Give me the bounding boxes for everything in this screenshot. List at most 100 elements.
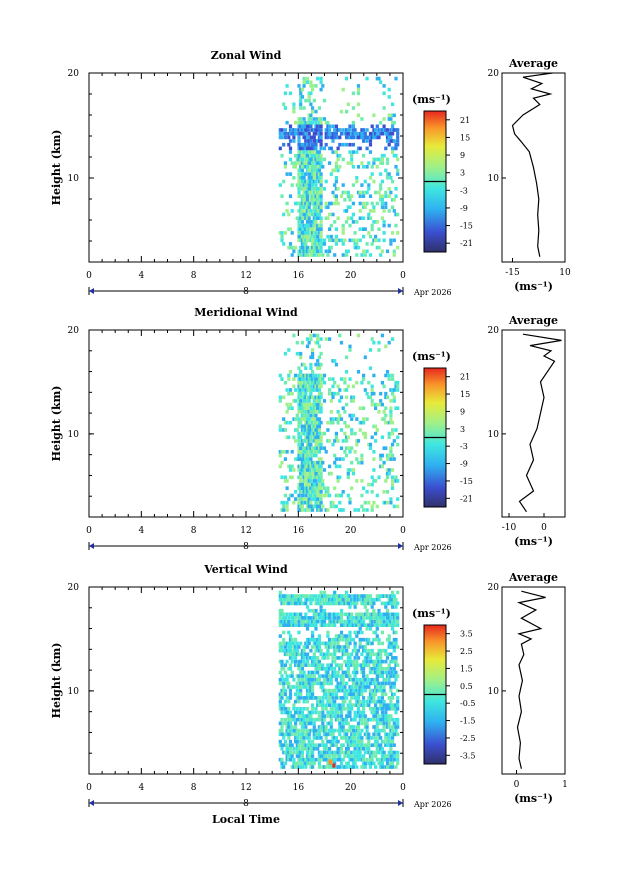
data-cell (355, 728, 359, 733)
data-cell (316, 198, 320, 202)
data-cell (372, 131, 376, 136)
data-cell (384, 710, 388, 715)
data-cell (309, 117, 313, 121)
data-cell (305, 508, 310, 512)
data-cell (341, 757, 345, 762)
data-cell (350, 765, 354, 769)
data-cell (385, 612, 390, 617)
data-cell (304, 98, 308, 103)
data-cell (317, 131, 321, 136)
data-cell (380, 216, 384, 220)
data-cell (312, 504, 316, 509)
data-cell (358, 641, 362, 646)
data-cell (392, 395, 396, 400)
data-cell (290, 601, 294, 606)
data-cell (305, 388, 310, 392)
data-cell (300, 754, 304, 758)
data-cell (294, 245, 298, 250)
data-cell (392, 725, 396, 729)
data-cell (375, 699, 379, 704)
data-cell (304, 201, 308, 206)
data-cell (283, 699, 287, 704)
data-cell (321, 594, 325, 598)
data-cell (345, 402, 349, 407)
data-cell (358, 420, 362, 425)
data-cell (379, 161, 383, 165)
data-cell (372, 450, 376, 454)
data-cell (305, 194, 310, 198)
data-cell (372, 637, 376, 642)
data-cell (356, 245, 361, 250)
data-cell (294, 692, 298, 697)
data-cell (368, 641, 373, 646)
data-cell (385, 128, 390, 132)
data-cell (363, 688, 367, 693)
data-cell (368, 135, 373, 140)
data-cell (317, 362, 321, 367)
data-cell (287, 648, 291, 653)
data-cell (391, 754, 395, 758)
data-cell (311, 754, 315, 758)
data-cell (370, 597, 374, 602)
data-cell (322, 146, 327, 151)
data-cell (300, 667, 304, 671)
data-cell (299, 450, 303, 454)
data-cell (307, 616, 311, 620)
data-cell (294, 645, 298, 649)
data-cell (309, 198, 313, 202)
data-cell (295, 739, 299, 744)
data-cell (326, 216, 330, 220)
data-cell (353, 717, 357, 722)
data-cell (297, 630, 301, 635)
data-cell (307, 98, 311, 103)
data-cell (389, 667, 393, 671)
data-cell (326, 681, 330, 686)
data-cell (314, 464, 318, 469)
data-cell (343, 131, 347, 136)
data-cell (351, 739, 355, 744)
data-cell (280, 238, 284, 243)
data-cell (396, 388, 400, 392)
data-cell (356, 113, 361, 118)
data-cell (380, 681, 384, 686)
data-cell (374, 754, 378, 758)
data-cell (304, 161, 308, 165)
data-cell (282, 648, 286, 653)
data-cell (394, 406, 398, 410)
colorbar-unit: (ms⁻¹) (412, 607, 451, 620)
data-cell (360, 612, 364, 617)
data-cell (382, 612, 386, 617)
data-cell (350, 739, 354, 744)
data-cell (379, 619, 383, 624)
data-cell (290, 685, 294, 689)
data-cell (389, 190, 393, 195)
data-cell (336, 597, 340, 602)
data-cell (282, 623, 286, 627)
data-cell (374, 157, 378, 162)
data-cell (380, 380, 384, 385)
data-cell (280, 450, 284, 454)
data-cell (351, 637, 355, 642)
data-cell (319, 117, 323, 121)
data-cell (345, 439, 349, 443)
data-cell (302, 659, 306, 664)
data-cell (362, 670, 366, 675)
data-cell (278, 670, 282, 675)
data-cell (302, 249, 306, 254)
data-cell (375, 674, 379, 678)
data-cell (314, 402, 318, 407)
data-cell (285, 757, 289, 762)
data-cell (302, 391, 306, 396)
data-cell (316, 238, 320, 243)
data-cell (336, 754, 340, 758)
data-cell (391, 124, 395, 129)
data-cell (394, 728, 398, 733)
data-cell (287, 497, 291, 501)
data-cell (339, 750, 344, 755)
data-cell (311, 417, 315, 421)
data-cell (329, 234, 333, 239)
data-cell (319, 161, 323, 165)
data-cell (367, 623, 371, 627)
data-cell (311, 663, 315, 667)
data-cell (322, 677, 327, 682)
